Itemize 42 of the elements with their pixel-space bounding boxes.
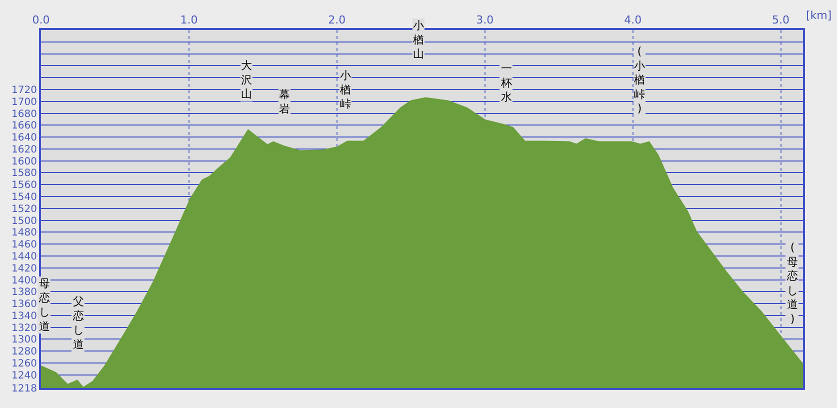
annotation: 幕岩 [279,88,290,116]
y-tick-label: 1240 [12,370,37,382]
y-tick-label: 1340 [12,310,37,322]
y-tick-label: 1320 [12,322,37,334]
y-tick-label: 1720 [12,84,37,96]
y-tick-label: 1260 [12,358,37,370]
x-tick-label: 2.0 [328,14,346,27]
annotation: 小楢山 [413,19,424,61]
y-tick-label: 1440 [12,251,37,262]
annotation: 大沢山 [241,59,252,101]
y-tick-label: 1540 [12,192,37,204]
y-tick-label: 1520 [12,204,37,215]
x-tick-label: 4.0 [624,14,642,27]
y-tick-label: 1300 [12,334,37,346]
y-tick-label: 1480 [12,228,37,239]
y-tick-label: 1218 [12,384,37,394]
y-tick-label: 1380 [12,287,37,298]
annotation: 父恋し道 [72,295,84,351]
annotation: (小楢峠) [634,45,645,116]
y-tick-label: 1620 [12,144,37,156]
y-tick-label: 1680 [12,108,37,120]
annotation: 小楢峠 [340,69,351,111]
y-tick-label: 1600 [12,156,37,168]
annotation: (母恋し道) [786,241,798,326]
x-axis-title: [km] [806,9,832,22]
y-tick-label: 1500 [12,216,37,227]
annotation: 一杯水 [500,62,512,104]
y-tick-label: 1660 [12,120,37,132]
x-tick-label: 3.0 [476,14,494,27]
annotation: 母恋し道 [38,277,50,333]
y-tick-label: 1640 [12,132,37,144]
y-tick-label: 1360 [12,299,37,310]
y-tick-label: 1560 [12,180,37,192]
y-tick-label: 1580 [12,168,37,180]
x-tick-label: 5.0 [772,14,790,27]
x-tick-label: 1.0 [180,14,198,27]
y-tick-label: 1280 [12,346,37,358]
y-tick-label: 1700 [12,96,37,108]
y-tick-label: 1460 [12,240,37,251]
y-tick-label: 1420 [12,263,37,274]
y-tick-label: 1400 [12,275,37,286]
x-tick-label: 0.0 [32,14,50,27]
